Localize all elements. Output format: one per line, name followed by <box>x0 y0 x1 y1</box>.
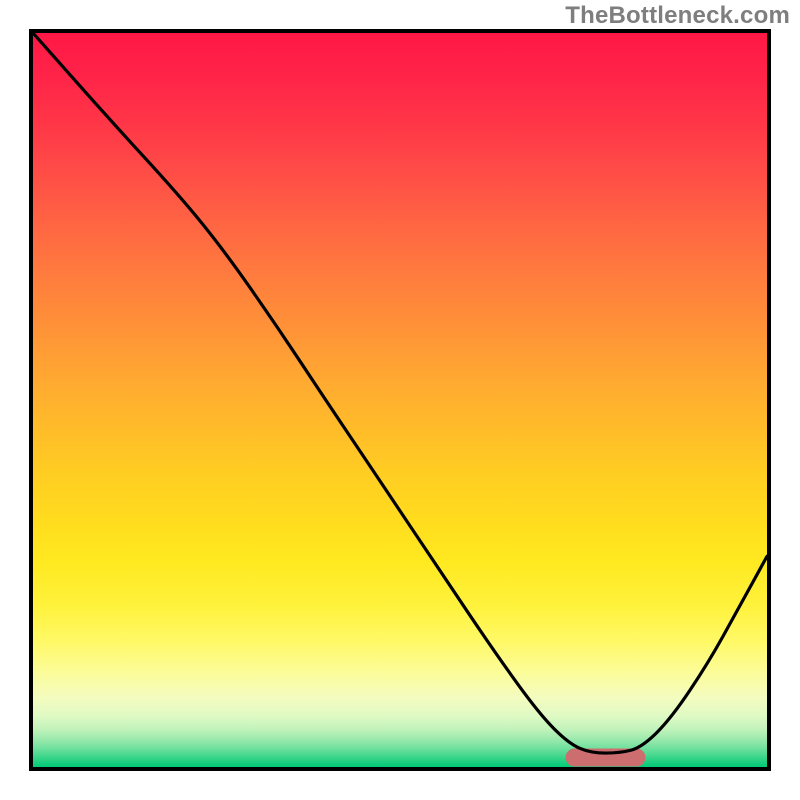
optimal-marker <box>566 748 646 766</box>
watermark-text: TheBottleneck.com <box>565 2 790 30</box>
gradient-background <box>33 33 767 767</box>
bottleneck-chart <box>0 0 800 800</box>
chart-frame: TheBottleneck.com <box>0 0 800 800</box>
